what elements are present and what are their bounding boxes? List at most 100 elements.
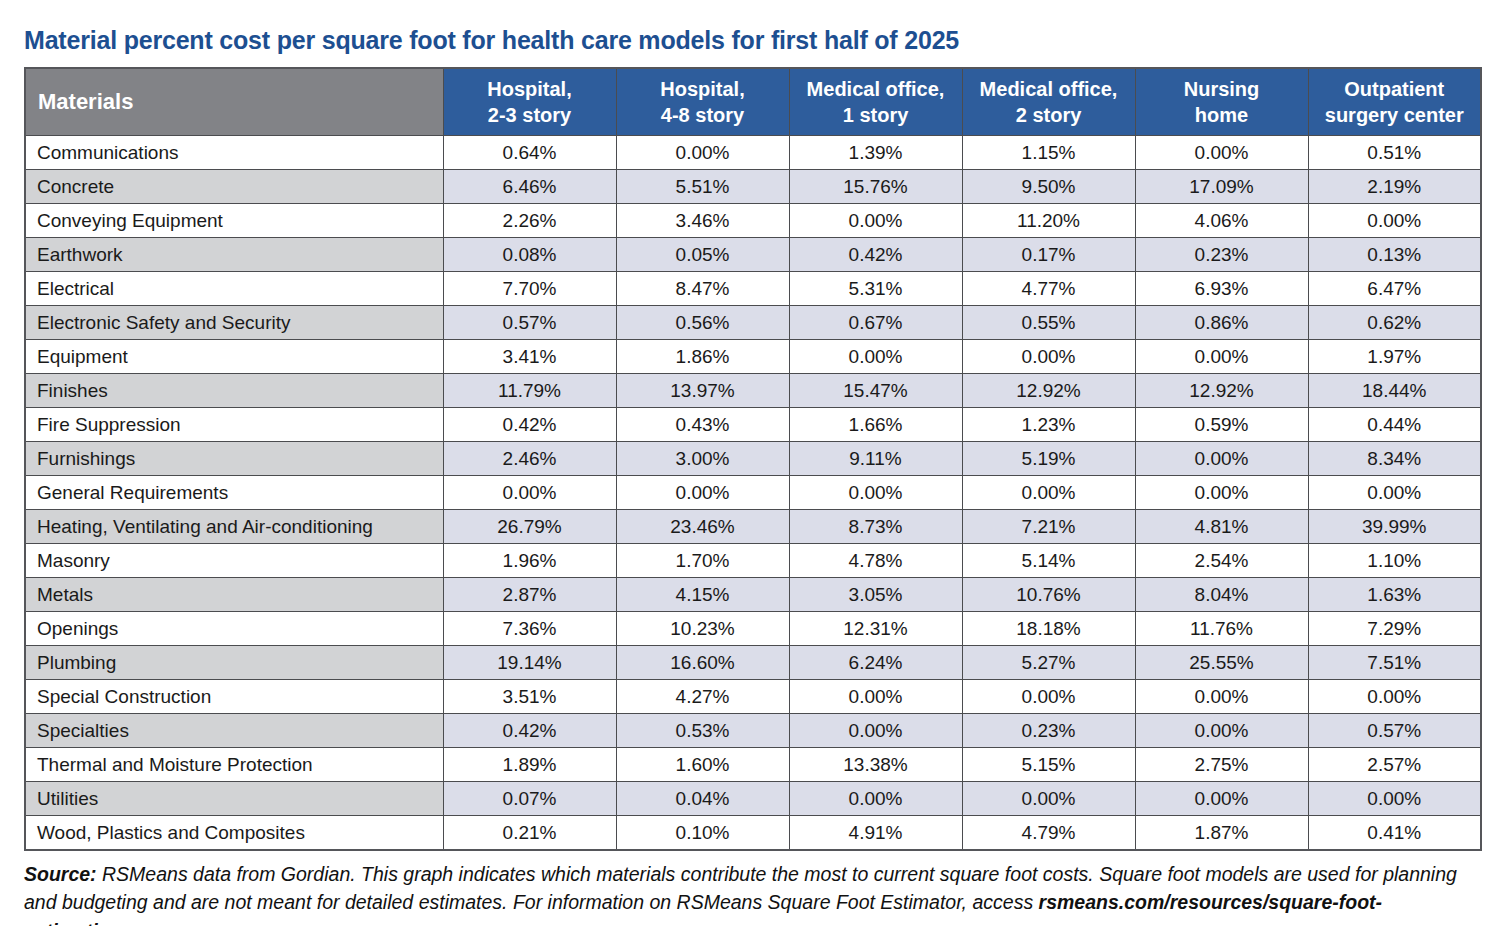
value-cell: 5.19% [962, 442, 1135, 476]
table-row: Specialties0.42%0.53%0.00%0.23%0.00%0.57… [25, 714, 1481, 748]
value-cell: 1.39% [789, 136, 962, 170]
value-cell: 0.56% [616, 306, 789, 340]
value-cell: 1.23% [962, 408, 1135, 442]
value-cell: 4.27% [616, 680, 789, 714]
value-cell: 4.15% [616, 578, 789, 612]
table-row: Heating, Ventilating and Air-conditionin… [25, 510, 1481, 544]
value-cell: 1.60% [616, 748, 789, 782]
value-cell: 0.07% [443, 782, 616, 816]
value-cell: 1.70% [616, 544, 789, 578]
value-cell: 0.00% [789, 204, 962, 238]
value-cell: 0.00% [1135, 476, 1308, 510]
value-cell: 8.73% [789, 510, 962, 544]
value-cell: 1.96% [443, 544, 616, 578]
value-cell: 12.92% [962, 374, 1135, 408]
value-cell: 12.31% [789, 612, 962, 646]
value-cell: 25.55% [1135, 646, 1308, 680]
material-name-cell: Wood, Plastics and Composites [25, 816, 443, 851]
table-row: Electrical7.70%8.47%5.31%4.77%6.93%6.47% [25, 272, 1481, 306]
value-cell: 0.00% [789, 680, 962, 714]
material-name-cell: Furnishings [25, 442, 443, 476]
materials-header-cell: Materials [25, 68, 443, 136]
table-row: Utilities0.07%0.04%0.00%0.00%0.00%0.00% [25, 782, 1481, 816]
value-cell: 0.00% [1135, 442, 1308, 476]
table-header: Materials Hospital,2-3 storyHospital,4-8… [25, 68, 1481, 136]
value-cell: 0.00% [789, 714, 962, 748]
table-row: Furnishings2.46%3.00%9.11%5.19%0.00%8.34… [25, 442, 1481, 476]
value-cell: 0.00% [616, 136, 789, 170]
value-cell: 11.76% [1135, 612, 1308, 646]
value-cell: 0.51% [1308, 136, 1481, 170]
value-cell: 9.50% [962, 170, 1135, 204]
cost-table: Materials Hospital,2-3 storyHospital,4-8… [24, 67, 1482, 851]
value-cell: 13.97% [616, 374, 789, 408]
value-cell: 4.78% [789, 544, 962, 578]
value-cell: 1.66% [789, 408, 962, 442]
value-cell: 15.47% [789, 374, 962, 408]
value-cell: 3.46% [616, 204, 789, 238]
value-cell: 0.00% [789, 340, 962, 374]
value-cell: 0.53% [616, 714, 789, 748]
value-cell: 18.18% [962, 612, 1135, 646]
value-cell: 0.44% [1308, 408, 1481, 442]
material-name-cell: Fire Suppression [25, 408, 443, 442]
value-cell: 7.51% [1308, 646, 1481, 680]
value-cell: 10.76% [962, 578, 1135, 612]
value-cell: 0.67% [789, 306, 962, 340]
value-cell: 8.47% [616, 272, 789, 306]
value-cell: 5.31% [789, 272, 962, 306]
material-name-cell: Electronic Safety and Security [25, 306, 443, 340]
value-cell: 0.23% [1135, 238, 1308, 272]
value-cell: 4.81% [1135, 510, 1308, 544]
value-cell: 2.87% [443, 578, 616, 612]
table-row: Metals2.87%4.15%3.05%10.76%8.04%1.63% [25, 578, 1481, 612]
value-cell: 4.91% [789, 816, 962, 851]
value-cell: 10.23% [616, 612, 789, 646]
value-cell: 0.42% [443, 408, 616, 442]
value-cell: 8.04% [1135, 578, 1308, 612]
value-cell: 23.46% [616, 510, 789, 544]
table-header-row: Materials Hospital,2-3 storyHospital,4-8… [25, 68, 1481, 136]
value-cell: 0.21% [443, 816, 616, 851]
value-cell: 19.14% [443, 646, 616, 680]
value-cell: 5.51% [616, 170, 789, 204]
table-row: Electronic Safety and Security0.57%0.56%… [25, 306, 1481, 340]
table-row: Finishes11.79%13.97%15.47%12.92%12.92%18… [25, 374, 1481, 408]
value-cell: 3.41% [443, 340, 616, 374]
table-row: Openings7.36%10.23%12.31%18.18%11.76%7.2… [25, 612, 1481, 646]
value-cell: 5.15% [962, 748, 1135, 782]
material-name-cell: Earthwork [25, 238, 443, 272]
material-name-cell: Electrical [25, 272, 443, 306]
value-cell: 0.00% [962, 476, 1135, 510]
value-cell: 3.00% [616, 442, 789, 476]
value-cell: 0.13% [1308, 238, 1481, 272]
value-cell: 4.79% [962, 816, 1135, 851]
value-cell: 11.20% [962, 204, 1135, 238]
value-cell: 0.00% [1135, 680, 1308, 714]
material-name-cell: Metals [25, 578, 443, 612]
value-cell: 9.11% [789, 442, 962, 476]
column-header-cell: Hospital,4-8 story [616, 68, 789, 136]
value-cell: 11.79% [443, 374, 616, 408]
value-cell: 5.27% [962, 646, 1135, 680]
table-row: Concrete6.46%5.51%15.76%9.50%17.09%2.19% [25, 170, 1481, 204]
value-cell: 16.60% [616, 646, 789, 680]
value-cell: 0.23% [962, 714, 1135, 748]
material-name-cell: Finishes [25, 374, 443, 408]
material-name-cell: Masonry [25, 544, 443, 578]
column-header-cell: Medical office,2 story [962, 68, 1135, 136]
value-cell: 4.06% [1135, 204, 1308, 238]
table-row: Fire Suppression0.42%0.43%1.66%1.23%0.59… [25, 408, 1481, 442]
page-title: Material percent cost per square foot fo… [24, 26, 1480, 55]
page-container: Material percent cost per square foot fo… [0, 0, 1500, 926]
value-cell: 0.04% [616, 782, 789, 816]
material-name-cell: Thermal and Moisture Protection [25, 748, 443, 782]
value-cell: 7.36% [443, 612, 616, 646]
value-cell: 0.05% [616, 238, 789, 272]
table-row: Communications0.64%0.00%1.39%1.15%0.00%0… [25, 136, 1481, 170]
material-name-cell: Concrete [25, 170, 443, 204]
value-cell: 0.59% [1135, 408, 1308, 442]
value-cell: 0.62% [1308, 306, 1481, 340]
value-cell: 0.41% [1308, 816, 1481, 851]
table-row: Thermal and Moisture Protection1.89%1.60… [25, 748, 1481, 782]
